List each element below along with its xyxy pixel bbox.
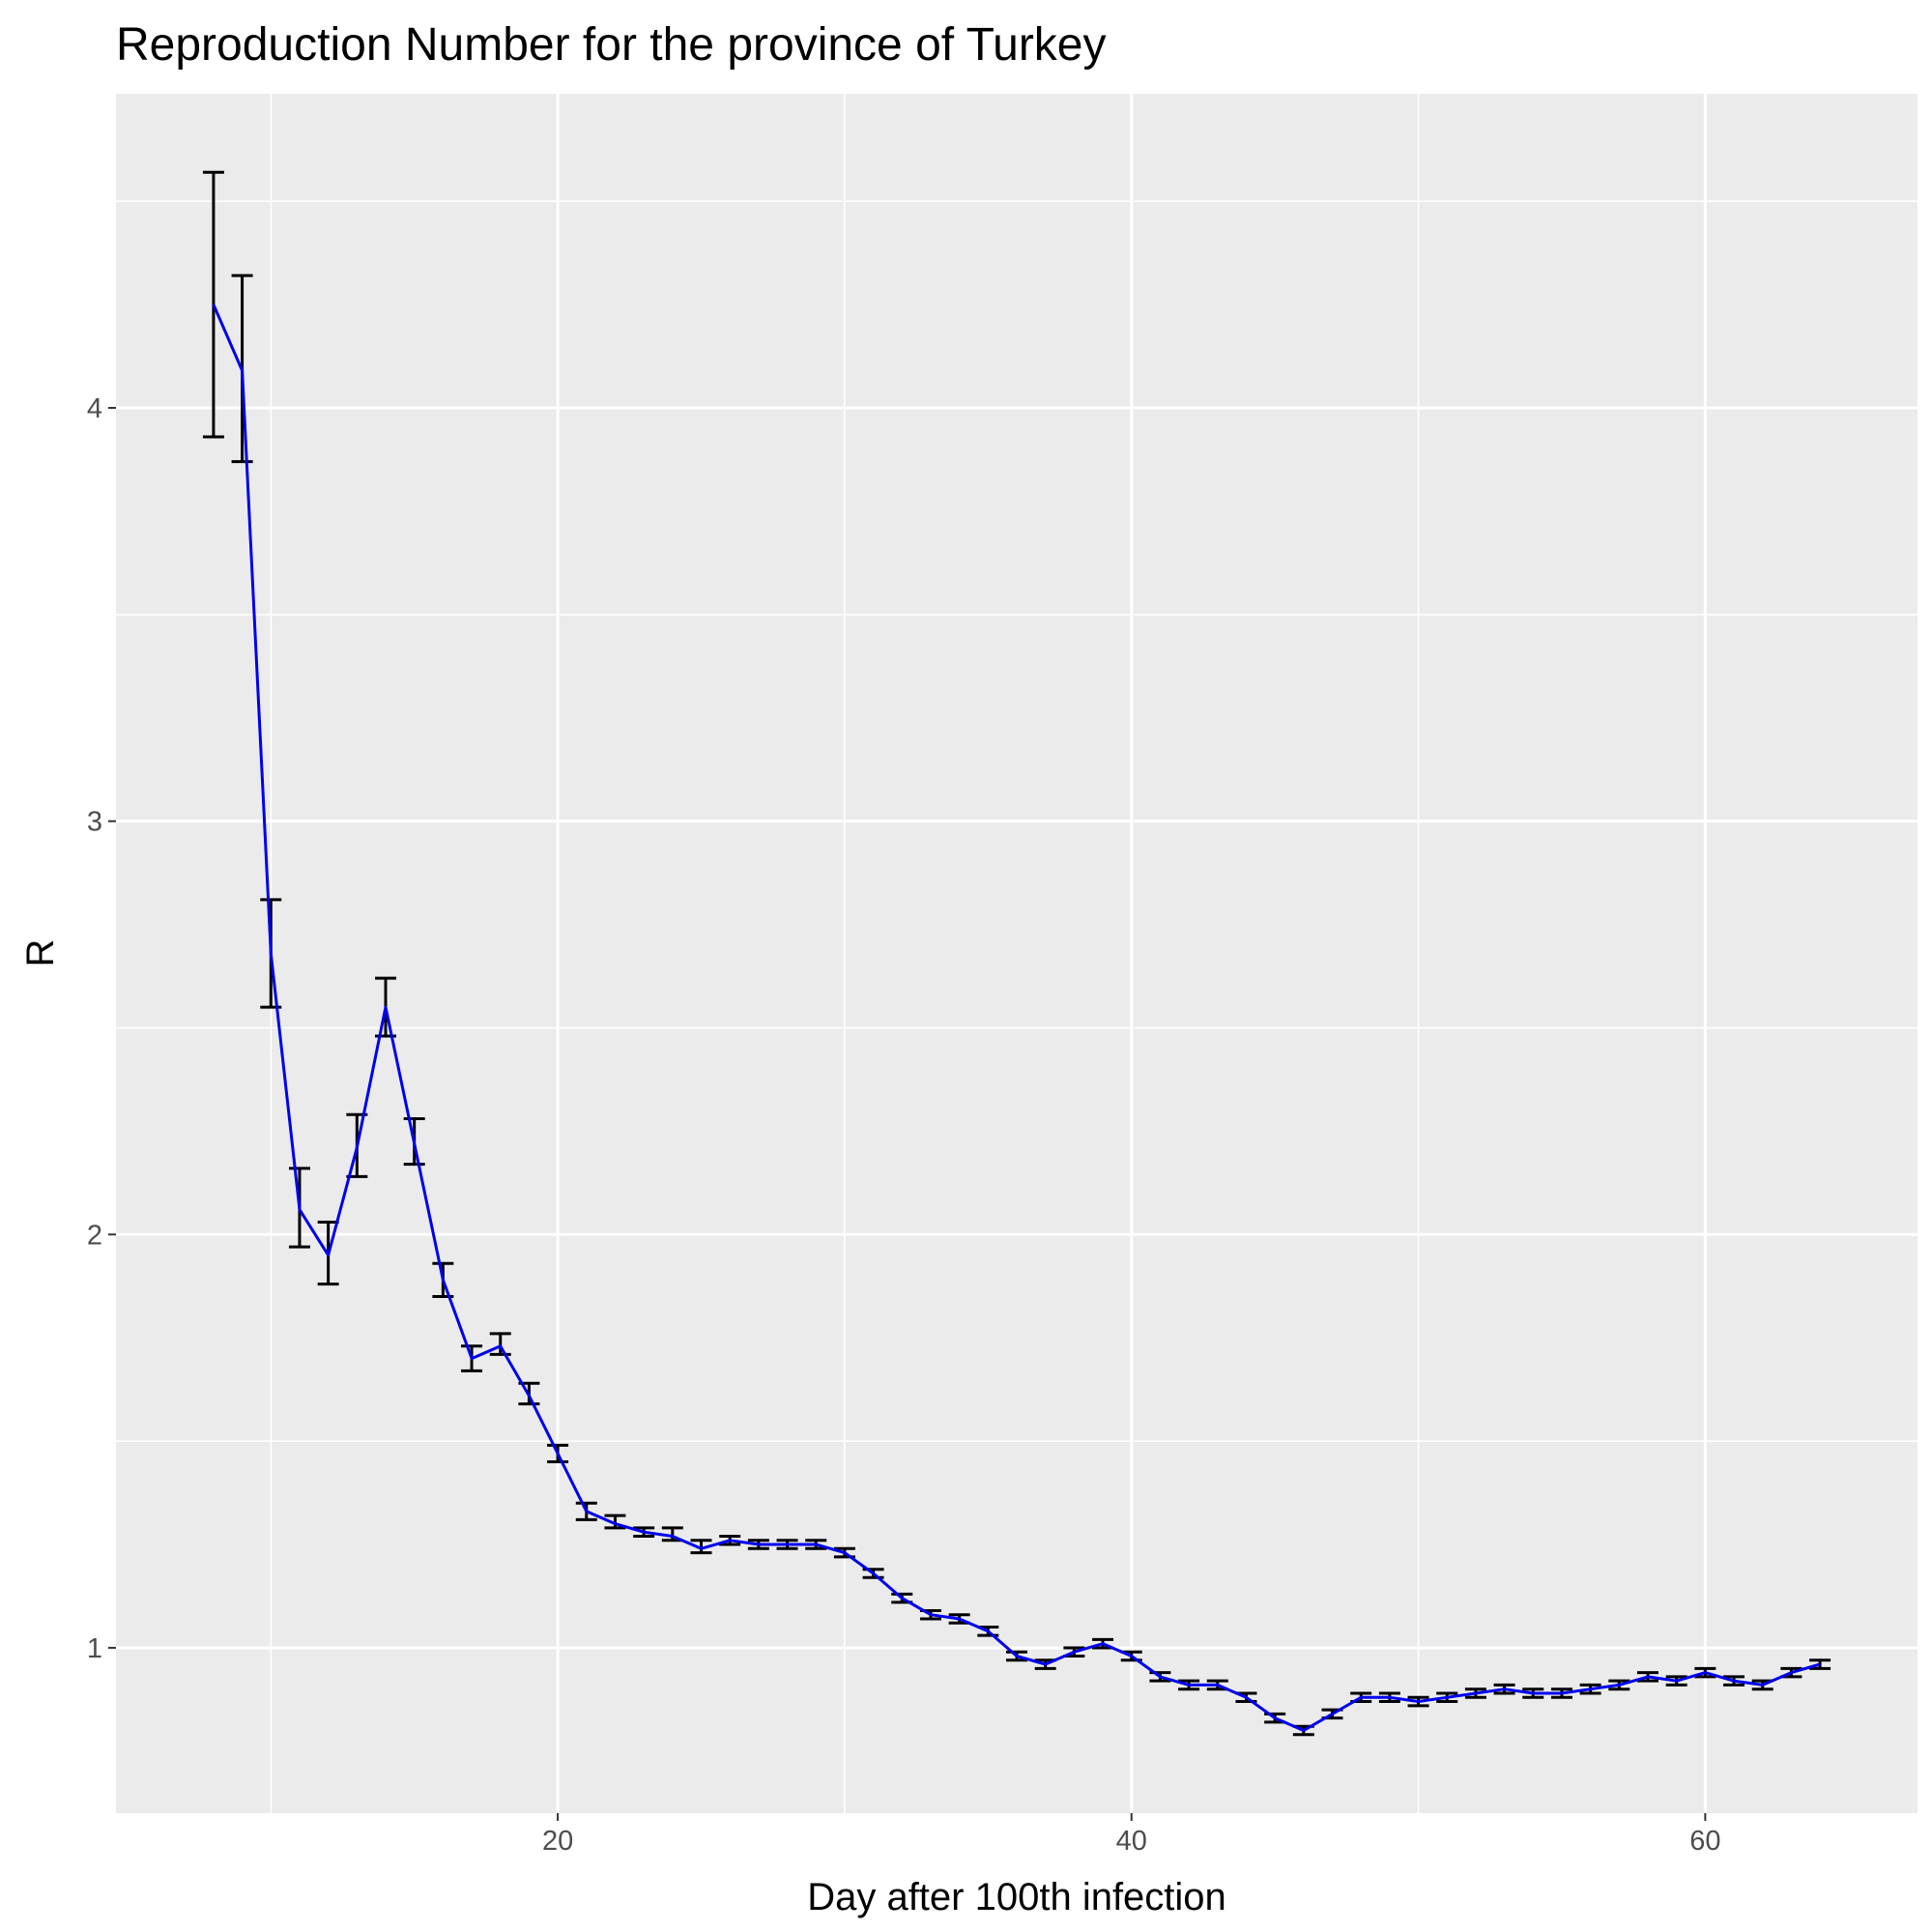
chart-title: Reproduction Number for the province of …: [116, 19, 1107, 71]
x-tick-label: 40: [1116, 1826, 1147, 1857]
error-bar: [489, 1332, 511, 1356]
x-tick-label: 60: [1689, 1826, 1720, 1857]
x-axis: 20 40 60: [542, 1813, 1720, 1857]
y-tick-label: 2: [87, 1220, 102, 1251]
r-estimate-line-group: [212, 303, 1821, 1732]
y-tick-label: 1: [87, 1633, 102, 1664]
error-bar: [604, 1514, 626, 1530]
y-tick-label: 4: [87, 393, 102, 424]
minor-gridlines: [116, 94, 1918, 1813]
r-estimate-line: [212, 303, 1821, 1732]
plot-panel: [116, 94, 1918, 1813]
major-gridlines: [116, 94, 1918, 1813]
y-axis-title: R: [19, 939, 62, 967]
x-axis-title: Day after 100th infection: [807, 1876, 1226, 1918]
x-tick-label: 20: [542, 1826, 573, 1857]
y-tick-label: 3: [87, 807, 102, 838]
y-axis: 1 2 3 4: [87, 393, 116, 1664]
error-bar: [690, 1539, 712, 1555]
